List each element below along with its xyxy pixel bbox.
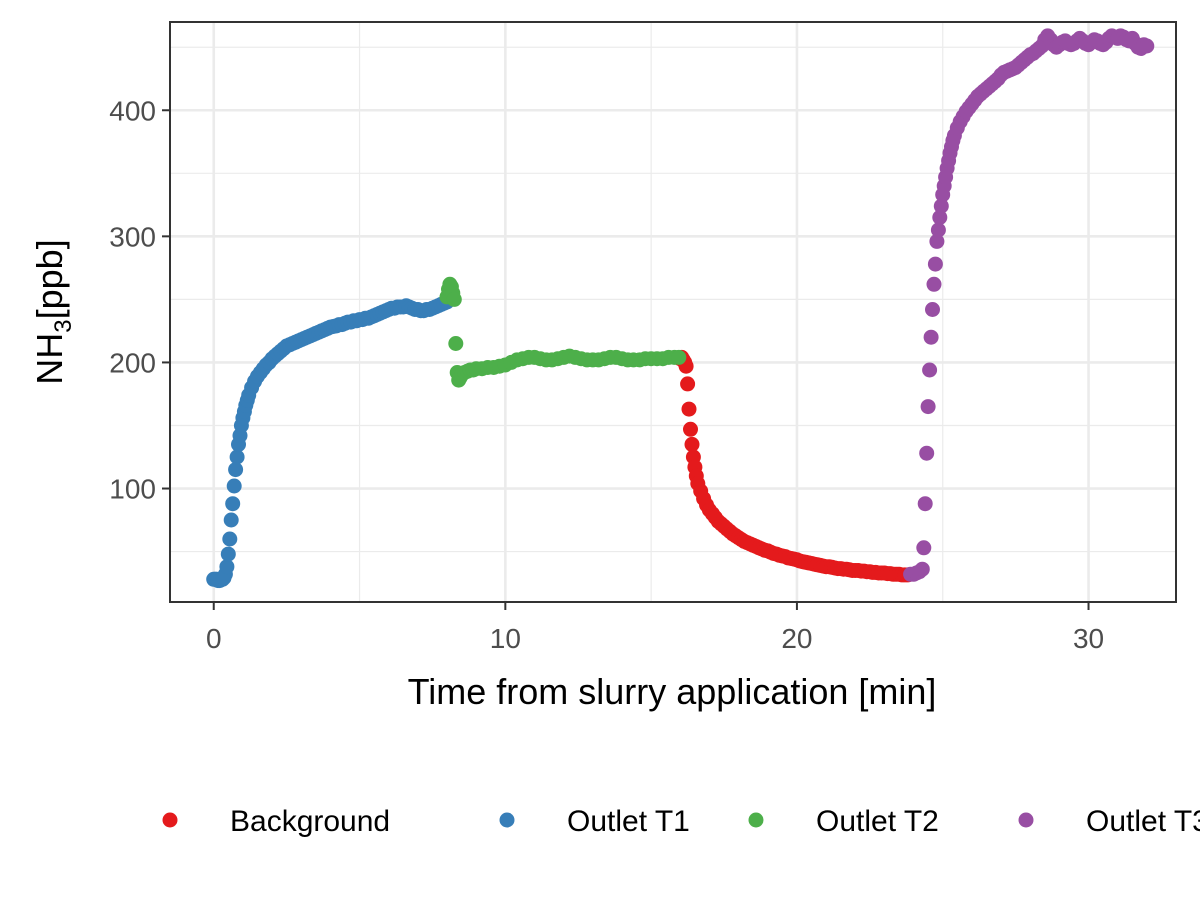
- legend-item-outlet-t2: Outlet T2: [748, 805, 939, 838]
- y-axis-title-main: NH: [29, 333, 70, 385]
- data-point: [446, 291, 462, 307]
- data-point: [926, 276, 942, 292]
- y-axis: 100 200 300 400: [109, 95, 170, 505]
- legend-key: [748, 812, 764, 828]
- data-point: [923, 329, 939, 345]
- data-point: [920, 399, 936, 415]
- x-tick-label: 30: [1073, 623, 1104, 654]
- y-axis-title-subscript: 3: [50, 319, 77, 332]
- panel-border: [169, 21, 1177, 603]
- data-point: [917, 496, 933, 512]
- data-point: [919, 445, 935, 461]
- data-point: [223, 512, 239, 528]
- data-point: [927, 256, 943, 272]
- legend-label: Outlet T2: [816, 805, 939, 838]
- y-tick-label: 200: [109, 347, 156, 378]
- x-tick-label: 0: [206, 623, 222, 654]
- data-point: [225, 496, 241, 512]
- data-point: [680, 376, 696, 392]
- x-axis-title: Time from slurry application [min]: [408, 671, 937, 712]
- panel-background: [170, 22, 1176, 602]
- data-point: [683, 421, 698, 437]
- legend-key: [162, 812, 178, 828]
- data-point: [228, 462, 244, 478]
- data-point: [448, 336, 464, 351]
- legend-item-outlet-t3: Outlet T3: [1018, 805, 1200, 838]
- series-outlet-t2: [439, 276, 687, 388]
- y-tick-label: 400: [109, 95, 156, 126]
- x-tick-label: 10: [490, 623, 521, 654]
- data-point: [1139, 38, 1155, 54]
- data-point: [681, 401, 697, 417]
- legend-item-background: Background: [162, 805, 390, 838]
- legend-key: [1018, 812, 1034, 828]
- series-outlet-t3: [903, 28, 1155, 582]
- data-point: [671, 349, 687, 365]
- data-point: [219, 559, 235, 575]
- data-point: [925, 302, 940, 317]
- data-point: [226, 478, 242, 494]
- data-point: [922, 362, 938, 378]
- legend-label: Background: [230, 805, 390, 838]
- legend-item-outlet-t1: Outlet T1: [499, 805, 690, 838]
- data-point: [222, 531, 238, 547]
- y-tick-label: 100: [109, 474, 156, 505]
- x-tick-label: 20: [781, 623, 812, 654]
- legend: Background Outlet T1 Outlet T2 Outlet T3: [162, 805, 1200, 838]
- data-point: [933, 198, 949, 214]
- y-axis-title-rest: [ppb]: [29, 239, 70, 319]
- data-point: [684, 436, 700, 452]
- plot-frame: [169, 21, 1177, 603]
- data-point: [229, 449, 245, 465]
- legend-key: [499, 812, 515, 828]
- data-point: [932, 209, 948, 225]
- legend-label: Outlet T3: [1086, 805, 1200, 838]
- data-point: [914, 561, 930, 577]
- series-outlet-t1: [206, 294, 455, 589]
- data-point: [929, 233, 945, 249]
- data-point: [916, 540, 932, 556]
- y-tick-label: 300: [109, 221, 156, 252]
- data-points: [206, 28, 1155, 589]
- y-axis-title: NH3[ppb]: [29, 239, 77, 384]
- legend-label: Outlet T1: [567, 805, 690, 838]
- data-point: [220, 546, 236, 562]
- plot-panel: [170, 22, 1176, 602]
- data-point: [930, 222, 946, 238]
- x-axis: 0 10 20 30: [206, 602, 1104, 654]
